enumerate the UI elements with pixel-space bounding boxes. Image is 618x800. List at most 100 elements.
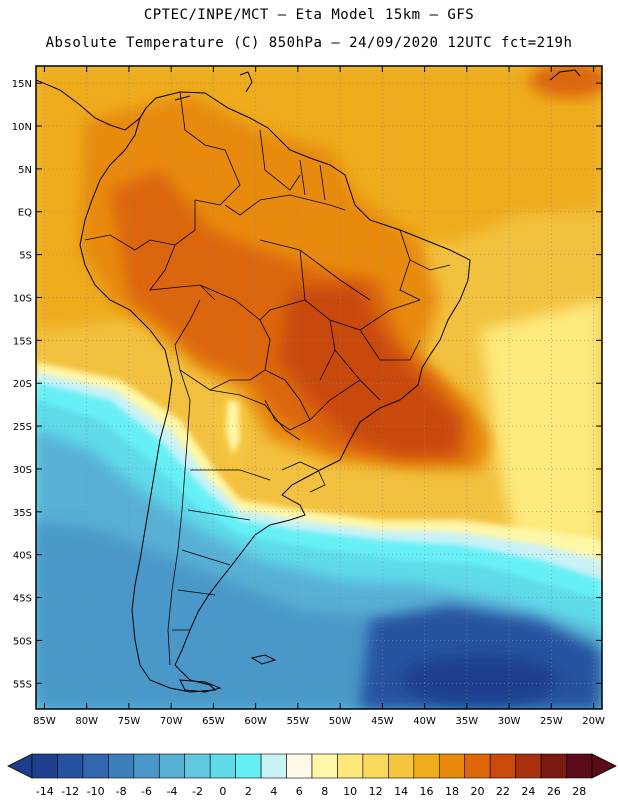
lat-tick-label: 40S — [13, 551, 32, 562]
colorbar-arrow-high — [591, 753, 617, 779]
colorbar-cells — [7, 753, 617, 779]
lat-tick-label: 30S — [13, 465, 32, 476]
lat-tick-label: 55S — [13, 679, 32, 690]
lon-tick-label: 60W — [244, 716, 267, 727]
central-america-coastline — [36, 79, 147, 131]
colorbar-cell — [362, 753, 389, 779]
colorbar-cell — [260, 753, 287, 779]
lat-tick-label: 10N — [12, 122, 32, 133]
colorbar-cell — [286, 753, 313, 779]
colorbar-label: 16 — [420, 785, 434, 798]
lat-tick-label: 45S — [13, 594, 32, 605]
lon-tick-label: 65W — [202, 716, 225, 727]
field-ne-hotspot — [530, 66, 602, 98]
lat-tick-label: 5S — [19, 251, 32, 262]
colorbar-label: -14 — [36, 785, 54, 798]
border-brazil-states — [259, 229, 451, 421]
colorbar-label: 22 — [496, 785, 510, 798]
colorbar-label: 8 — [321, 785, 328, 798]
colorbar-label: 6 — [296, 785, 303, 798]
border-bolivia — [174, 284, 271, 391]
colorbar-cell — [133, 753, 160, 779]
border-brazil-north — [224, 194, 346, 216]
temperature-field — [36, 66, 602, 709]
lon-tick-label: 80W — [75, 716, 98, 727]
colorbar-cell — [209, 753, 236, 779]
colorbar-cell — [82, 753, 109, 779]
colorbar-cell — [540, 753, 567, 779]
tierra-del-fuego — [179, 679, 222, 693]
lat-tick-label: EQ — [18, 208, 32, 219]
colorbar-label: 4 — [270, 785, 277, 798]
lon-tick-label: 50W — [329, 716, 352, 727]
colorbar-cell — [438, 753, 466, 779]
lon-tick-label: 70W — [160, 716, 183, 727]
lat-tick-label: 15N — [12, 79, 32, 90]
colorbar-label: -2 — [192, 785, 203, 798]
colorbar-cell — [489, 753, 516, 779]
lon-tick-label: 40W — [413, 716, 436, 727]
colorbar-label: 14 — [394, 785, 408, 798]
border-venezuela-guyana — [259, 129, 301, 191]
lat-tick-label: 15S — [13, 336, 32, 347]
colorbar-label: 0 — [219, 785, 226, 798]
colorbar-cell — [566, 753, 593, 779]
lat-tick-label: 35S — [13, 508, 32, 519]
border-argentina-chile — [167, 369, 191, 666]
colorbar-cell — [413, 753, 440, 779]
colorbar-label: 12 — [369, 785, 383, 798]
caribbean-islands — [174, 69, 581, 101]
colorbar-cell — [235, 753, 262, 779]
field-andes-cool — [226, 400, 240, 455]
border-argentina-north — [209, 389, 301, 441]
colorbar-label: -10 — [87, 785, 105, 798]
colorbar-label: -6 — [141, 785, 152, 798]
lat-tick-label: 20S — [13, 379, 32, 390]
field-pale-east — [480, 300, 602, 600]
lat-tick-label: 25S — [13, 422, 32, 433]
longitude-labels: 85W 80W 75W 70W 65W 60W 55W 50W 45W 40W 35W 30W 25W 2… — [33, 716, 605, 727]
lon-tick-label: 20W — [582, 716, 605, 727]
country-borders — [84, 91, 451, 666]
latitude-labels: 15N 10N 5N EQ 5S 10S 15S 20S 25S 30S 35S 40S 45S 50S 5… — [12, 79, 32, 690]
border-ecuador-peru — [84, 200, 196, 251]
lon-tick-label: 45W — [371, 716, 394, 727]
border-colombia-venezuela — [179, 91, 241, 206]
border-uruguay — [281, 461, 326, 493]
lon-tick-label: 30W — [498, 716, 521, 727]
colorbar-cell — [464, 753, 491, 779]
colorbar-arrow-low — [7, 753, 33, 779]
colorbar-cell — [31, 753, 58, 779]
border-guianas — [299, 159, 326, 201]
border-argentina-provinces — [172, 469, 271, 631]
coastlines — [36, 69, 581, 693]
colorbar-label: -8 — [116, 785, 127, 798]
lon-tick-label: 85W — [33, 716, 56, 727]
colorbar-label: 18 — [445, 785, 459, 798]
colorbar-cell — [311, 753, 338, 779]
colorbar-label: -12 — [61, 785, 79, 798]
colorbar-labels: -14 -12 -10 -8 -6 -4 -2 0 2 4 6 8 10 12 14 16 18 20 22 24 26… — [36, 785, 587, 798]
colorbar-label: 28 — [572, 785, 586, 798]
colorbar-label: 24 — [521, 785, 535, 798]
colorbar-cell — [184, 753, 211, 779]
gridlines — [36, 66, 602, 709]
chart-title-line1: CPTEC/INPE/MCT – Eta Model 15km – GFS — [143, 7, 475, 23]
lon-tick-label: 75W — [118, 716, 141, 727]
colorbar-label: 10 — [343, 785, 357, 798]
lon-tick-label: 25W — [540, 716, 563, 727]
lat-tick-label: 50S — [13, 636, 32, 647]
border-peru-brazil — [149, 244, 216, 301]
colorbar-cell — [337, 753, 364, 779]
colorbar-cell — [57, 753, 84, 779]
colorbar-cell — [388, 753, 415, 779]
lon-tick-label: 35W — [456, 716, 479, 727]
falklands — [250, 654, 277, 665]
lon-tick-label: 55W — [287, 716, 310, 727]
colorbar-label: 20 — [470, 785, 484, 798]
chart-title-line2: Absolute Temperature (C) 850hPa – 24/09/… — [45, 35, 573, 51]
colorbar-cell — [515, 753, 542, 779]
lat-tick-label: 10S — [13, 293, 32, 304]
